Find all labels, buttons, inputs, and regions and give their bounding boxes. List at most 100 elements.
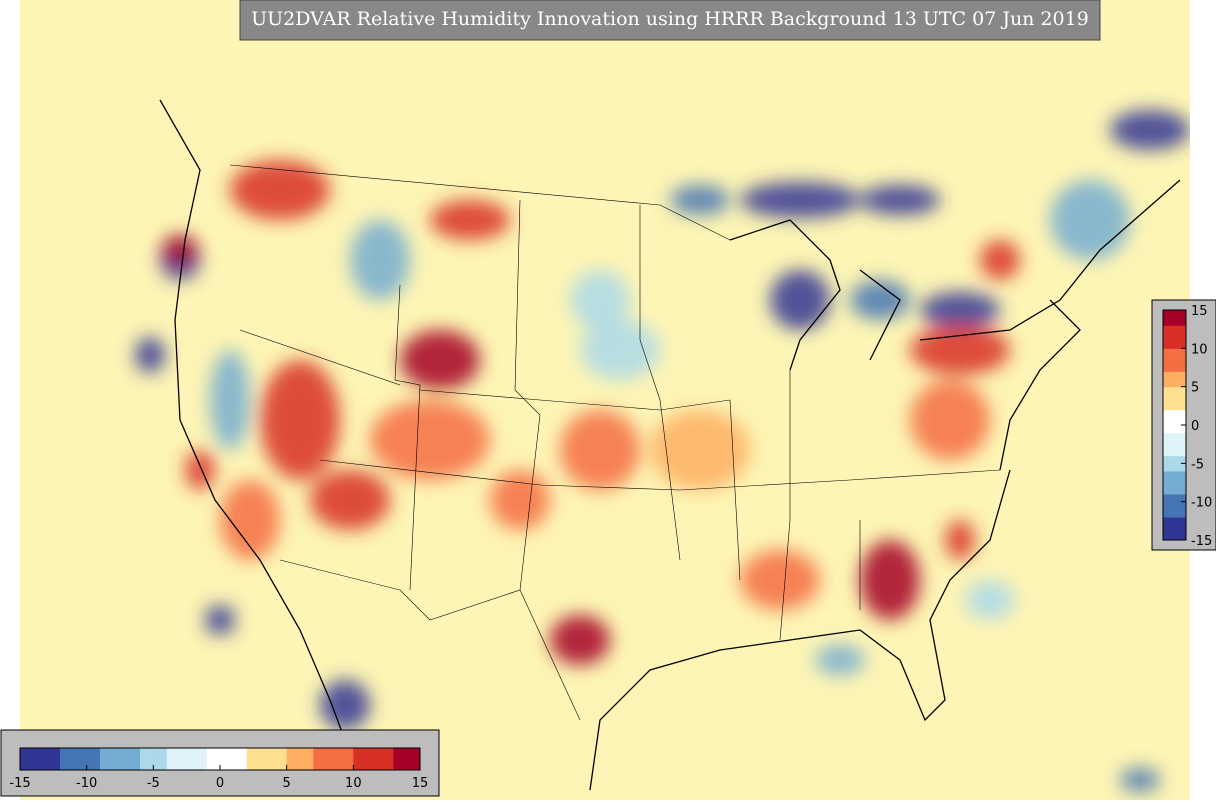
field-blob bbox=[320, 680, 370, 730]
colorbar-segment bbox=[1163, 402, 1186, 411]
tick-label: 15 bbox=[1191, 304, 1208, 319]
tick-label: -10 bbox=[1191, 496, 1212, 511]
field-blob bbox=[860, 540, 920, 620]
field-blob bbox=[230, 160, 330, 220]
field-blob bbox=[310, 470, 390, 530]
tick-label: 10 bbox=[345, 776, 362, 791]
coastlines bbox=[159, 99, 1181, 791]
colorbar-segment bbox=[1163, 371, 1186, 380]
field-blob bbox=[205, 605, 235, 635]
colorbar-segment bbox=[206, 748, 221, 770]
colorbar-segment bbox=[46, 748, 61, 770]
colorbar-segment bbox=[33, 748, 48, 770]
colorbar-segment bbox=[60, 748, 74, 770]
tick-label: 0 bbox=[1191, 419, 1199, 434]
colorbar-segment bbox=[1163, 532, 1186, 541]
colorbar-segment bbox=[1163, 478, 1186, 487]
colorbar-segment bbox=[1163, 325, 1186, 334]
colorbar-segment bbox=[313, 748, 328, 770]
colorbar-segment bbox=[1163, 486, 1186, 495]
tick-label: 5 bbox=[1191, 381, 1199, 396]
colorbar-segment bbox=[1163, 333, 1186, 342]
colorbar-segment bbox=[1163, 425, 1186, 434]
colorbar-segment bbox=[1163, 394, 1186, 403]
colorbar-segment bbox=[380, 748, 394, 770]
field-blob bbox=[670, 185, 730, 215]
field-blob bbox=[210, 350, 250, 450]
colorbar-segment bbox=[1163, 409, 1186, 418]
colorbar-segment bbox=[220, 748, 234, 770]
colorbar-segment bbox=[166, 748, 181, 770]
colorbar-segment bbox=[233, 748, 248, 770]
colorbar-segment bbox=[113, 748, 128, 770]
field-blob bbox=[550, 615, 610, 665]
colorbar-segment bbox=[300, 748, 314, 770]
field-blob bbox=[220, 480, 280, 560]
colorbar-segment bbox=[20, 748, 34, 770]
colorbar-segment bbox=[1163, 356, 1186, 365]
colorbar-segment bbox=[1163, 317, 1186, 326]
field-blob bbox=[815, 645, 865, 675]
colorbar-segment bbox=[1163, 440, 1186, 449]
innovation-field bbox=[135, 110, 1190, 792]
colorbar-segment bbox=[153, 748, 168, 770]
colorbar-segment bbox=[246, 748, 261, 770]
tick-label: -5 bbox=[1191, 457, 1204, 472]
title-box bbox=[239, 0, 1101, 41]
field-blob bbox=[945, 520, 975, 560]
colorbar-segment bbox=[1163, 463, 1186, 472]
colorbar-segment bbox=[100, 748, 114, 770]
field-blob bbox=[185, 450, 215, 490]
colorbar-segment bbox=[1163, 524, 1186, 533]
colorbar-segment bbox=[86, 748, 101, 770]
colorbar-segment bbox=[1163, 455, 1186, 464]
field-blob bbox=[260, 360, 340, 480]
colorbar-segment bbox=[286, 748, 301, 770]
tick-label: 0 bbox=[216, 776, 224, 791]
field-blob bbox=[400, 330, 480, 390]
tick-label: -15 bbox=[9, 776, 30, 791]
colorbar-segment bbox=[340, 748, 354, 770]
colorbar-segment bbox=[366, 748, 381, 770]
field-blob bbox=[965, 580, 1015, 620]
field-blob bbox=[370, 400, 490, 480]
colorbar-segment bbox=[406, 748, 421, 770]
tick-label: 15 bbox=[412, 776, 429, 791]
colorbar-segment bbox=[1163, 501, 1186, 510]
field-blob bbox=[910, 380, 990, 460]
field-blob bbox=[740, 550, 820, 610]
tick-label: 5 bbox=[283, 776, 291, 791]
field-blob bbox=[350, 220, 410, 300]
field-blob bbox=[1120, 768, 1160, 792]
field-blob bbox=[740, 182, 860, 218]
field-blob bbox=[570, 270, 630, 330]
colorbar-segment bbox=[1163, 448, 1186, 457]
colorbar-segment bbox=[1163, 417, 1186, 426]
tick-label: -15 bbox=[1191, 534, 1212, 549]
field-blob bbox=[560, 410, 640, 490]
horizontal-colorbar: -15 -10 -5 0 5 10 15 bbox=[9, 747, 429, 791]
colorbar-segment bbox=[1163, 310, 1186, 319]
field-blob bbox=[490, 470, 550, 530]
colorbar-segment bbox=[193, 748, 208, 770]
field-blob bbox=[850, 280, 910, 320]
tick-label: -5 bbox=[147, 776, 160, 791]
field-blob bbox=[1050, 180, 1130, 260]
colorbar-segment bbox=[1163, 340, 1186, 349]
field-blob bbox=[910, 325, 1010, 375]
field-blob bbox=[860, 185, 940, 215]
colorbar-segment bbox=[260, 748, 274, 770]
colorbar-segment bbox=[180, 748, 194, 770]
field-blob bbox=[770, 270, 830, 330]
colorbar-segment bbox=[393, 748, 408, 770]
colorbar-segment bbox=[353, 748, 368, 770]
colorbar-segment bbox=[1163, 379, 1186, 388]
colorbar-segment bbox=[1163, 471, 1186, 480]
colorbar-segment bbox=[1163, 432, 1186, 441]
field-blob bbox=[135, 337, 165, 373]
field-blob bbox=[580, 320, 660, 380]
colorbar-segment bbox=[1163, 494, 1186, 503]
colorbar-segment bbox=[1163, 509, 1186, 518]
vertical-colorbar: 15 10 5 0 -5 -10 -15 bbox=[1162, 304, 1212, 549]
